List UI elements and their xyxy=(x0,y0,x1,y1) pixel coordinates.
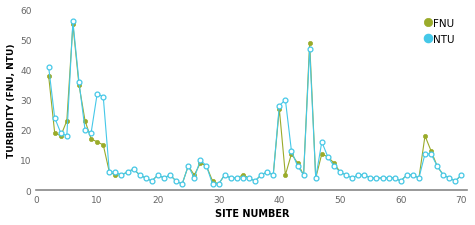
FNU xyxy=(458,174,464,177)
FNU xyxy=(294,162,300,164)
Line: FNU: FNU xyxy=(47,23,464,186)
NTU xyxy=(458,174,464,177)
NTU xyxy=(70,21,76,24)
X-axis label: SITE NUMBER: SITE NUMBER xyxy=(215,208,289,218)
Legend: FNU, NTU: FNU, NTU xyxy=(423,16,458,48)
Y-axis label: TURBIDITY (FNU, NTU): TURBIDITY (FNU, NTU) xyxy=(7,43,16,157)
NTU xyxy=(453,180,458,182)
NTU xyxy=(119,174,124,177)
FNU xyxy=(70,24,76,27)
NTU xyxy=(46,66,51,69)
Line: NTU: NTU xyxy=(46,20,464,187)
FNU xyxy=(180,183,185,186)
FNU xyxy=(82,120,88,123)
FNU xyxy=(119,174,124,177)
NTU xyxy=(373,177,379,180)
FNU xyxy=(373,177,379,180)
FNU xyxy=(131,168,136,171)
FNU xyxy=(453,180,458,182)
NTU xyxy=(131,168,136,171)
NTU xyxy=(294,165,300,168)
FNU xyxy=(46,75,51,78)
NTU xyxy=(180,183,185,186)
NTU xyxy=(82,129,88,132)
